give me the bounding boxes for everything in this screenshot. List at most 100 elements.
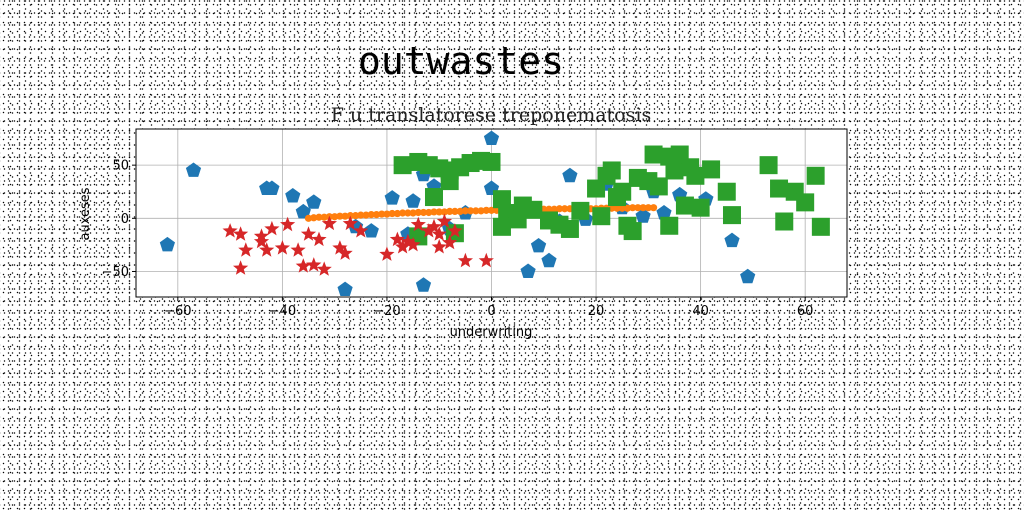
data-point-star bbox=[353, 223, 369, 238]
data-point-circle bbox=[472, 207, 480, 215]
data-point-square bbox=[702, 160, 721, 179]
data-point-star bbox=[337, 245, 353, 260]
data-point-square bbox=[393, 156, 412, 175]
data-point-square bbox=[806, 166, 825, 185]
data-point-circle bbox=[461, 207, 469, 215]
data-point-pentagon bbox=[483, 130, 500, 145]
data-point-square bbox=[492, 217, 511, 236]
data-point-circle bbox=[487, 206, 496, 214]
data-point-star bbox=[300, 226, 317, 241]
data-point-square bbox=[759, 156, 778, 175]
data-point-circle bbox=[346, 212, 354, 220]
data-point-circle bbox=[644, 204, 652, 212]
data-point-circle bbox=[331, 213, 339, 221]
data-point-star bbox=[274, 240, 290, 255]
data-point-star bbox=[379, 246, 395, 261]
data-point-star bbox=[457, 252, 473, 268]
data-point-star bbox=[316, 261, 332, 276]
data-point-pentagon bbox=[541, 252, 557, 268]
data-point-square bbox=[644, 145, 663, 164]
data-point-star bbox=[431, 239, 447, 254]
data-point-square bbox=[691, 198, 710, 217]
data-point-pentagon bbox=[520, 263, 536, 278]
data-point-pentagon bbox=[185, 162, 202, 177]
data-point-circle bbox=[383, 210, 391, 218]
data-point-square bbox=[492, 190, 511, 209]
data-point-square bbox=[686, 166, 705, 185]
data-point-star bbox=[321, 215, 337, 231]
data-point-circle bbox=[378, 210, 386, 218]
x-tick-label: 40 bbox=[692, 304, 709, 319]
x-tick-label: 20 bbox=[588, 304, 605, 319]
chart-title: F u translatorese treponematosis bbox=[331, 104, 651, 126]
data-point-circle bbox=[367, 210, 375, 219]
data-point-star bbox=[447, 223, 463, 238]
data-point-circle bbox=[456, 207, 464, 216]
data-point-circle bbox=[435, 208, 443, 216]
data-point-circle bbox=[649, 204, 658, 212]
data-point-circle bbox=[446, 207, 454, 216]
x-tick-label: −60 bbox=[164, 304, 191, 319]
data-point-square bbox=[717, 182, 736, 201]
data-point-circle bbox=[388, 209, 396, 218]
data-point-circle bbox=[440, 208, 449, 216]
data-point-square bbox=[796, 193, 815, 212]
data-point-square bbox=[665, 161, 684, 180]
data-point-square bbox=[722, 206, 741, 225]
data-point-star bbox=[405, 236, 421, 252]
data-point-star bbox=[332, 240, 348, 255]
data-point-pentagon bbox=[264, 180, 280, 195]
data-point-circle bbox=[341, 212, 349, 220]
data-point-star bbox=[280, 216, 296, 232]
data-point-pentagon bbox=[363, 223, 379, 238]
data-point-square bbox=[811, 217, 830, 236]
plot-area: −60 −40 −20 0 20 40 60 −50 0 50 bbox=[102, 128, 848, 319]
data-point-pentagon bbox=[159, 236, 175, 252]
data-point-square bbox=[623, 222, 642, 241]
data-point-circle bbox=[409, 209, 417, 217]
data-point-square bbox=[424, 188, 443, 207]
data-point-star bbox=[259, 242, 275, 257]
data-point-pentagon bbox=[562, 167, 578, 183]
data-point-pentagon bbox=[285, 188, 301, 203]
y-tick-label: 50 bbox=[112, 159, 129, 174]
data-point-star bbox=[395, 239, 411, 254]
data-point-circle bbox=[623, 204, 632, 212]
data-point-circle bbox=[482, 206, 490, 214]
data-point-circle bbox=[451, 207, 459, 216]
data-point-square bbox=[660, 216, 679, 235]
data-point-star bbox=[436, 213, 453, 228]
data-point-circle bbox=[393, 209, 401, 218]
x-axis-label: underwriting bbox=[450, 325, 533, 340]
data-point-square bbox=[440, 172, 459, 191]
data-point-circle bbox=[629, 204, 637, 212]
data-point-circle bbox=[613, 204, 621, 212]
data-point-square bbox=[775, 212, 794, 231]
figure-suptitle: outwastes bbox=[358, 39, 564, 83]
x-tick-label: −40 bbox=[269, 304, 296, 319]
data-point-star bbox=[400, 233, 416, 249]
data-point-star bbox=[389, 231, 405, 247]
data-point-pentagon bbox=[384, 190, 400, 205]
data-point-circle bbox=[320, 213, 328, 221]
data-point-circle bbox=[430, 208, 438, 216]
data-point-square bbox=[524, 200, 543, 219]
data-point-circle bbox=[336, 212, 344, 220]
data-point-square bbox=[482, 152, 501, 171]
y-axis-label: auxeses bbox=[78, 187, 93, 240]
data-point-circle bbox=[545, 205, 553, 213]
data-point-circle bbox=[555, 205, 564, 213]
data-point-star bbox=[233, 226, 249, 241]
data-point-star bbox=[253, 233, 270, 249]
data-point-pentagon bbox=[740, 268, 756, 284]
data-point-circle bbox=[362, 211, 370, 219]
data-point-pentagon bbox=[724, 232, 740, 248]
data-point-star bbox=[238, 242, 254, 257]
data-point-circle bbox=[372, 210, 381, 219]
data-point-star bbox=[442, 234, 458, 250]
data-point-circle bbox=[315, 213, 323, 221]
data-point-circle bbox=[466, 207, 475, 215]
data-point-circle bbox=[357, 211, 365, 219]
data-point-pentagon bbox=[337, 281, 353, 296]
